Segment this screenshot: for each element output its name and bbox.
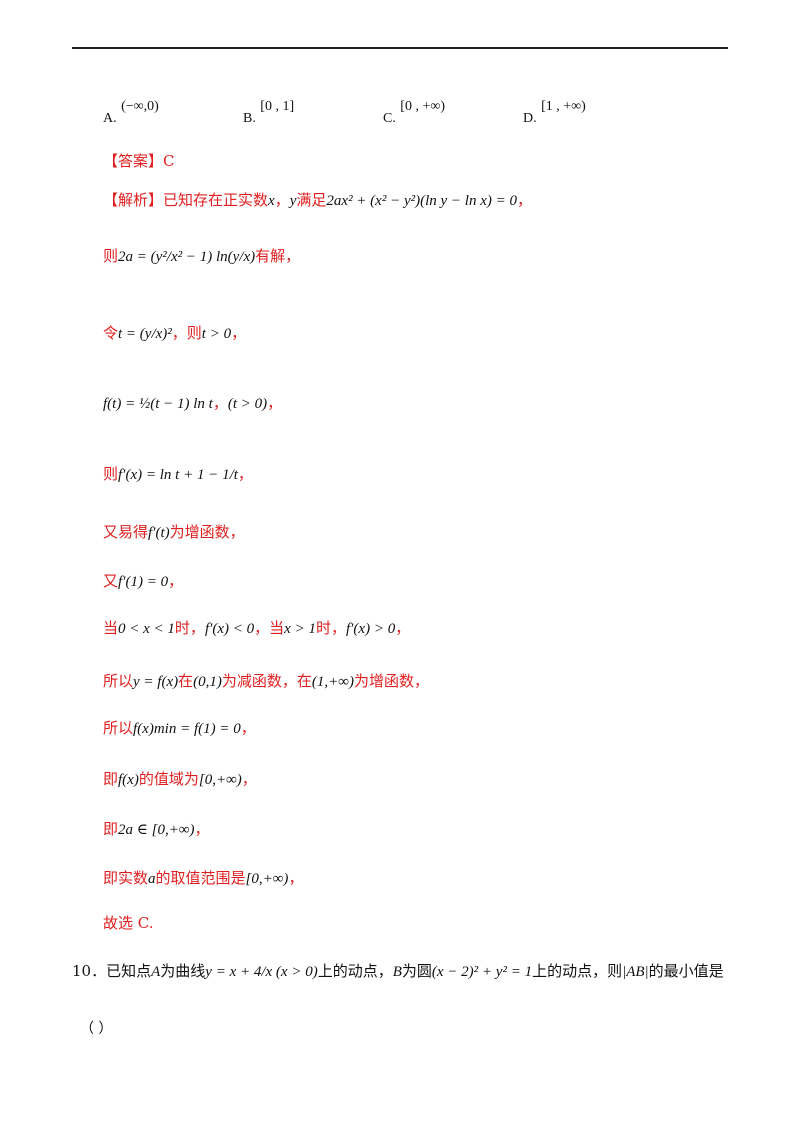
question-10: 10．已知点A为曲线y = x + 4/x (x > 0)上的动点，B为圆(x … [72, 962, 724, 980]
analysis-line-3: 令t = (y/x)²，则t > 0， [103, 324, 247, 342]
answer-line: 【答案】C [103, 152, 175, 170]
analysis-line-5: 则f′(x) = ln t + 1 − 1/t， [103, 465, 253, 483]
option-c: C. [0 , +∞) [383, 99, 445, 126]
analysis-line-2: 则2a = (y²/x² − 1) ln(y/x)有解， [103, 247, 301, 265]
header-rule [72, 47, 728, 49]
analysis-line-11: 即f(x)的值域为[0,+∞)， [103, 770, 257, 788]
analysis-line-8: 当0 < x < 1时，f′(x) < 0，当x > 1时，f′(x) > 0， [103, 619, 411, 637]
analysis-line-9: 所以y = f(x)在(0,1)为减函数，在(1,+∞)为增函数， [103, 672, 429, 690]
analysis-line-1: 【解析】已知存在正实数x，y满足2ax² + (x² − y²)(ln y − … [103, 191, 533, 209]
answer-paren: （ ） [80, 1021, 113, 1037]
option-d: D. [1 , +∞) [523, 99, 586, 126]
analysis-line-14: 故选 C. [103, 914, 154, 932]
analysis-line-7: 又f′(1) = 0， [103, 572, 184, 590]
analysis-line-10: 所以f(x)min = f(1) = 0， [103, 719, 256, 737]
analysis-line-4: f(t) = ½(t − 1) ln t，(t > 0)， [103, 394, 283, 412]
analysis-line-6: 又易得f′(t)为增函数， [103, 523, 245, 541]
analysis-line-12: 即2a ∈ [0,+∞)， [103, 820, 210, 838]
option-a: A. (−∞,0) [103, 99, 159, 126]
analysis-line-13: 即实数a的取值范围是[0,+∞)， [103, 869, 304, 887]
option-b: B. [0 , 1] [243, 99, 295, 126]
